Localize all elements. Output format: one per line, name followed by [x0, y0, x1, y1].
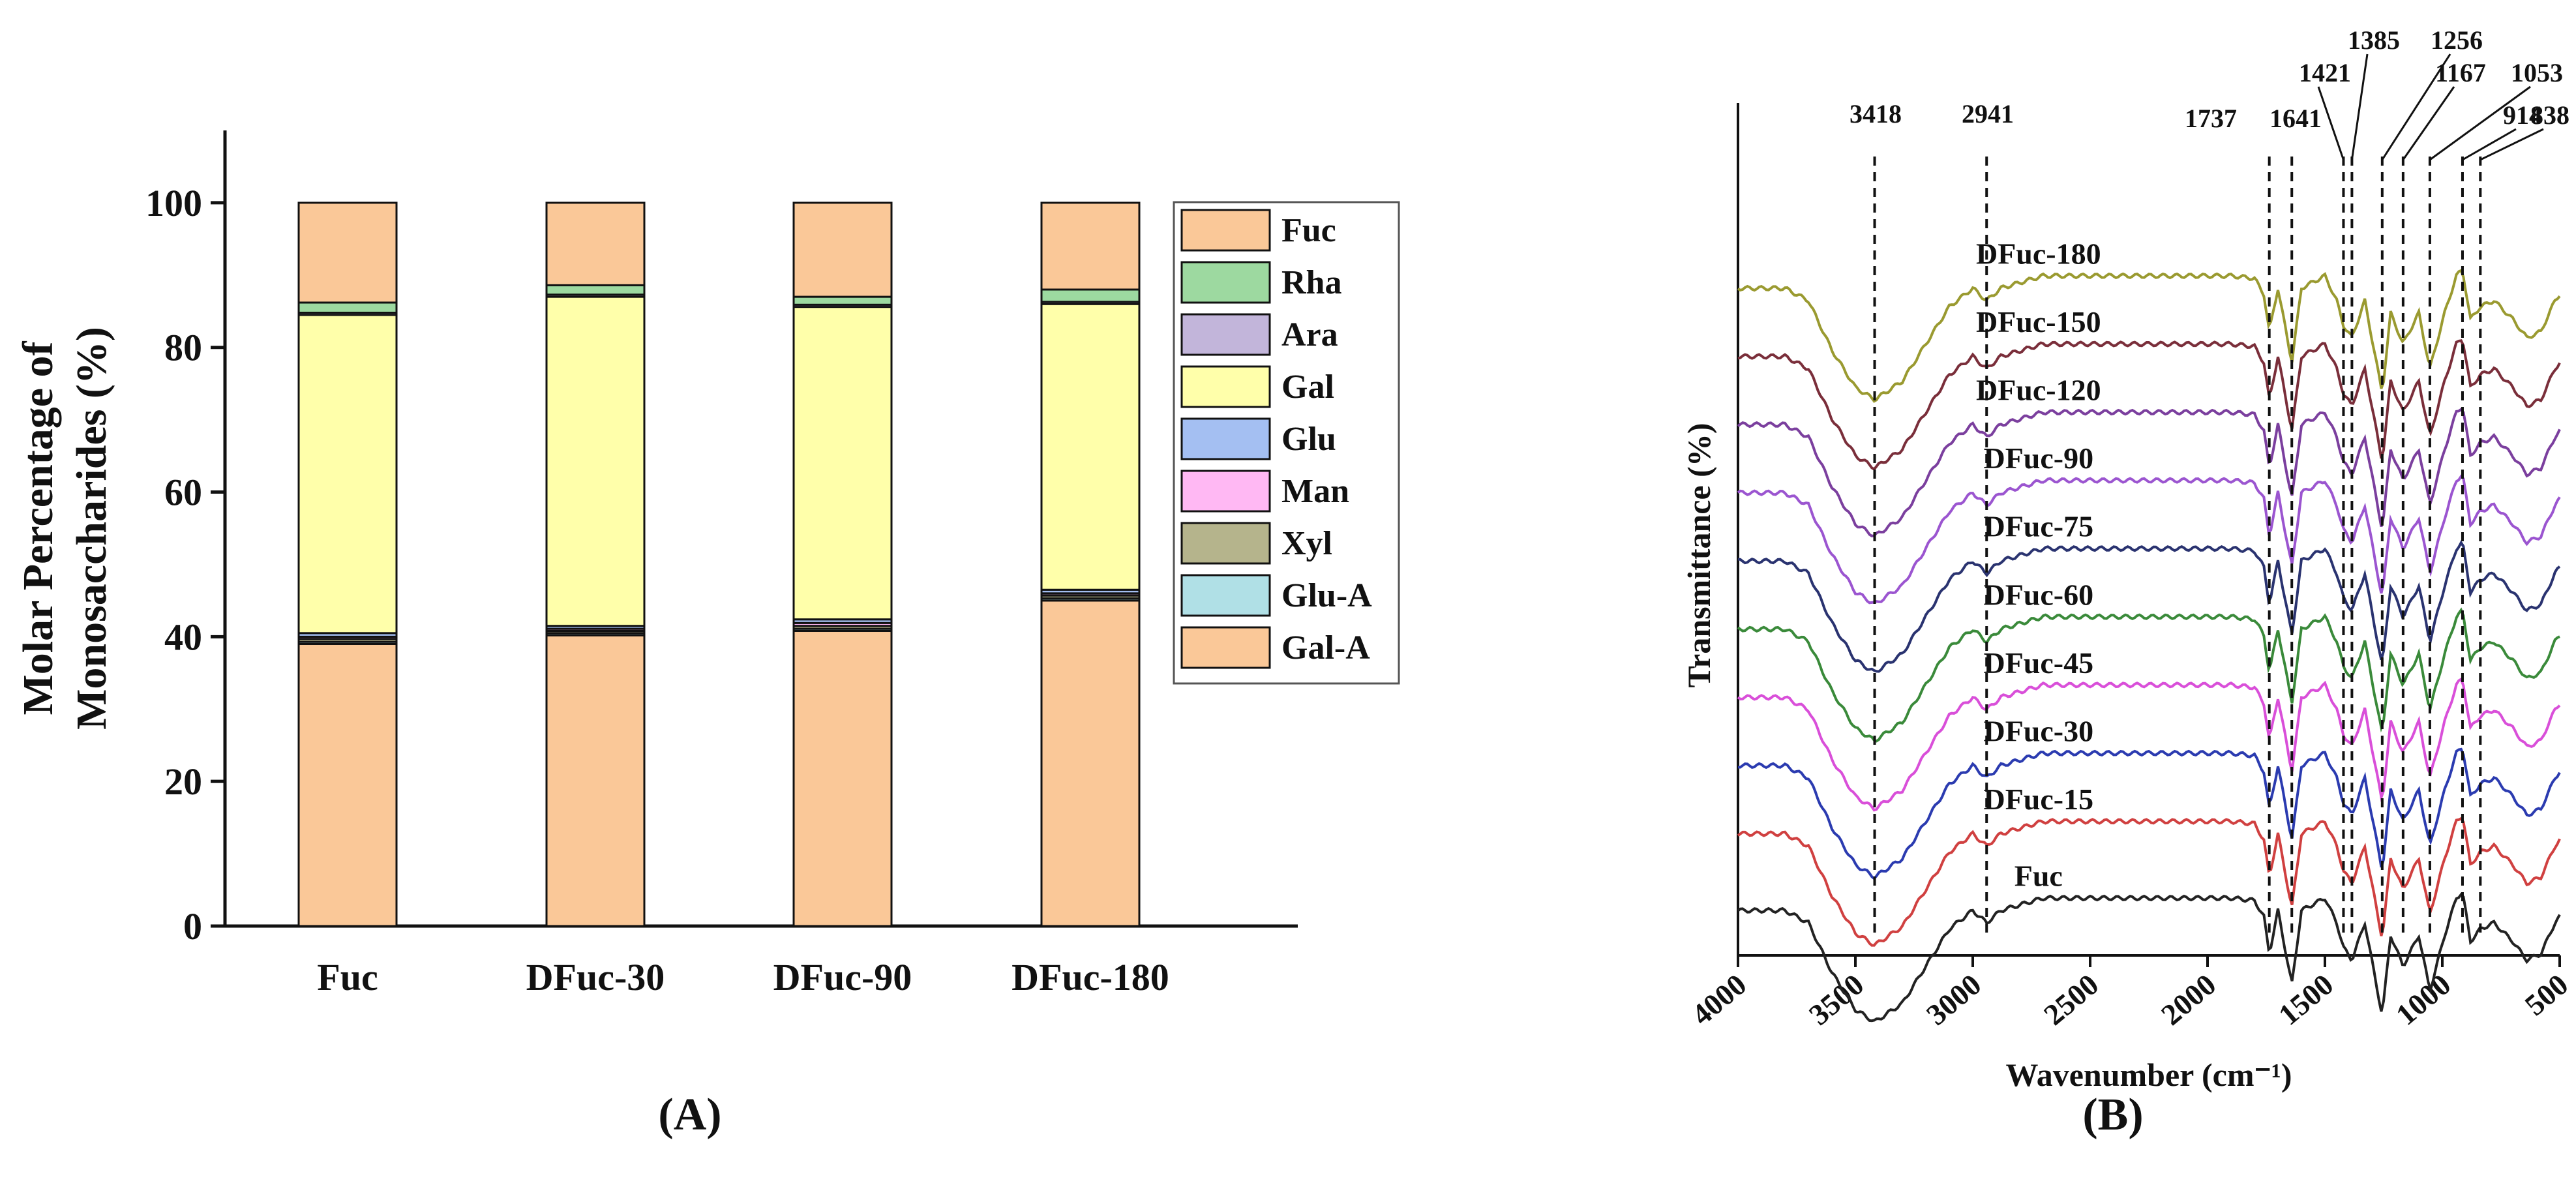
legend-swatch-rha	[1180, 261, 1271, 304]
bar-gal-dfuc-90	[792, 306, 893, 621]
legend-swatch-gal-a	[1180, 626, 1271, 669]
x-tick-label: DFuc-30	[526, 956, 665, 998]
spectrum-dfuc-75	[1737, 540, 2561, 673]
peak-leader-1385	[2350, 53, 2369, 160]
legend-swatch-fuc	[1180, 209, 1271, 252]
bar-gal-dfuc-30	[545, 295, 646, 627]
y-tick-label: 40	[164, 616, 202, 658]
spectrum-dfuc-30	[1737, 747, 2561, 880]
bar-rha-fuc	[297, 301, 398, 314]
legend-label-glu: Glu	[1281, 421, 1336, 458]
spectrum-dfuc-15	[1737, 816, 2561, 947]
chart-a: 0 20 40 60 80 100 Molar Percentage of Monosacch…	[14, 130, 1400, 998]
peak-label-1385: 1385	[2348, 25, 2400, 55]
peak-label-1737: 1737	[2185, 104, 2237, 133]
series-label-dfuc-150: DFuc-150	[1976, 305, 2101, 338]
peak-leader-838	[2479, 128, 2544, 161]
bar-fuc-fuc	[297, 202, 398, 304]
series-label-dfuc-45: DFuc-45	[1983, 646, 2093, 680]
x-tick-label: 1500	[2272, 968, 2339, 1032]
spectrum-dfuc-120	[1737, 407, 2561, 537]
x-tick-label: DFuc-180	[1011, 956, 1169, 998]
legend-label-xyl: Xyl	[1281, 525, 1332, 562]
bar-fuc-dfuc-30	[545, 202, 646, 286]
spectrum-dfuc-45	[1737, 677, 2561, 812]
y-tick-label: 100	[145, 182, 202, 224]
legend-swatch-ara	[1180, 313, 1271, 356]
panel-b-label: (B)	[2082, 1090, 2143, 1140]
x-axis-title: Wavenumber (cm⁻¹)	[2005, 1056, 2292, 1093]
legend-label-gal-a: Gal-A	[1281, 629, 1370, 666]
legend-swatch-glu	[1180, 417, 1271, 460]
bar-rha-dfuc-30	[545, 284, 646, 296]
peak-label-838: 838	[2530, 100, 2569, 130]
x-tick-label: 2000	[2155, 968, 2222, 1032]
series-label-dfuc-120: DFuc-120	[1976, 374, 2101, 407]
series-label-dfuc-180: DFuc-180	[1976, 237, 2101, 270]
peak-label-3418: 3418	[1850, 99, 1902, 128]
series-label-fuc: Fuc	[2014, 860, 2063, 893]
spectrum-dfuc-90	[1737, 474, 2561, 605]
spectrum-dfuc-60	[1737, 607, 2560, 743]
legend-swatch-xyl	[1180, 522, 1271, 565]
bar-gal-a-fuc	[297, 642, 398, 927]
peak-leader-1256	[2381, 53, 2451, 160]
y-axis-title-line2: Monosaccharides (%)	[68, 327, 115, 730]
y-axis-title: Molar Percentage of Monosaccharides (%)	[14, 327, 115, 730]
series-label-dfuc-75: DFuc-75	[1983, 510, 2093, 543]
peak-label-914: 914	[2503, 100, 2542, 130]
bar-gal-a-dfuc-90	[792, 629, 893, 927]
peak-label-1641: 1641	[2269, 104, 2322, 133]
x-tick-label: 500	[2519, 968, 2575, 1022]
chart-b: 4000 3500 3000 2500 2000 1500 1000 500Wavenumbe…	[1681, 25, 2574, 1093]
peak-leader-1167	[2402, 86, 2455, 160]
peak-label-1256: 1256	[2431, 25, 2483, 55]
x-tick-label: 3000	[1920, 968, 1987, 1032]
peak-leader-1421	[2317, 86, 2344, 160]
legend-label-glu-a: Glu-A	[1281, 577, 1372, 614]
legend-swatch-gal	[1180, 365, 1271, 408]
legend-label-gal: Gal	[1281, 368, 1334, 406]
spectrum-fuc	[1737, 892, 2561, 1023]
x-tick-label: 1000	[2389, 968, 2457, 1032]
series-label-dfuc-15: DFuc-15	[1983, 783, 2093, 816]
y-tick-label: 80	[164, 327, 202, 369]
x-tick-label: Fuc	[317, 956, 378, 998]
series-label-dfuc-30: DFuc-30	[1983, 714, 2093, 747]
x-tick-label: DFuc-90	[773, 956, 912, 998]
spectrum-dfuc-180	[1737, 269, 2561, 403]
y-axis-title-line1: Molar Percentage of	[14, 340, 62, 715]
y-axis-title: Transmittance (%)	[1681, 423, 1717, 688]
legend-label-rha: Rha	[1281, 264, 1341, 301]
series-label-dfuc-90: DFuc-90	[1983, 442, 2093, 475]
spectrum-dfuc-150	[1737, 339, 2561, 472]
legend-label-ara: Ara	[1281, 316, 1338, 353]
bar-rha-dfuc-90	[792, 295, 893, 306]
panel-a-label: (A)	[658, 1090, 721, 1140]
peak-label-1053: 1053	[2511, 58, 2563, 87]
bar-gal-a-dfuc-30	[545, 634, 646, 927]
bar-gal-dfuc-180	[1040, 303, 1141, 591]
legend-label-man: Man	[1281, 473, 1349, 510]
peak-label-1167: 1167	[2435, 58, 2486, 87]
peak-label-2941: 2941	[1962, 99, 2014, 128]
peak-leader-914	[2462, 128, 2517, 161]
bar-rha-dfuc-180	[1040, 288, 1141, 303]
peak-label-1421: 1421	[2299, 58, 2351, 87]
y-tick-label: 0	[183, 905, 202, 948]
legend-swatch-glu-a	[1180, 574, 1271, 617]
x-tick-label: 4000	[1685, 968, 1752, 1032]
legend-swatch-man	[1180, 470, 1271, 513]
legend-label-fuc: Fuc	[1281, 212, 1336, 249]
bar-fuc-dfuc-180	[1040, 202, 1141, 291]
bar-fuc-dfuc-90	[792, 202, 893, 298]
y-tick-label: 60	[164, 472, 202, 514]
y-tick-label: 20	[164, 760, 202, 803]
x-tick-label: 2500	[2037, 968, 2104, 1032]
series-label-dfuc-60: DFuc-60	[1983, 578, 2093, 611]
bar-gal-a-dfuc-180	[1040, 599, 1141, 927]
bar-gal-fuc	[297, 314, 398, 635]
peak-leader-1053	[2429, 85, 2531, 161]
